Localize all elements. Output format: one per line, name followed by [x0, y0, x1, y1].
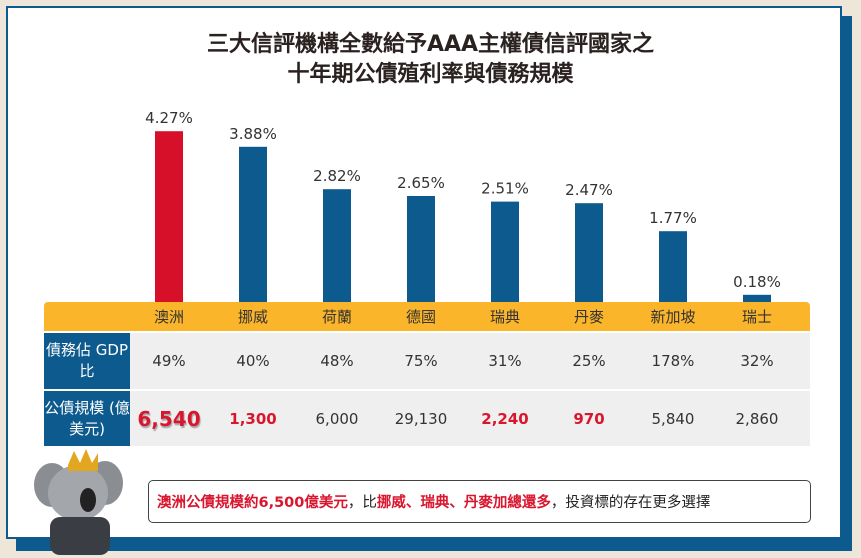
bar-value-label: 3.88% — [229, 125, 277, 143]
chart-title: 三大信評機構全數給予AAA主權債信評國家之 十年期公債殖利率與債務規模 — [0, 30, 861, 90]
bar-value-label: 2.65% — [397, 174, 445, 192]
bar-value-label: 0.18% — [733, 273, 781, 291]
country-label: 荷蘭 — [321, 308, 352, 326]
row-label-bond-size: 公債規模 (億美元) — [44, 391, 130, 446]
bond-size-cell: 6,000 — [315, 409, 359, 428]
bar-0 — [155, 131, 183, 302]
bond-size-row: 公債規模 (億美元) 6,540 1,300 6,000 29,130 2,240 970 5… — [44, 391, 810, 446]
bar-1 — [239, 146, 267, 302]
country-label: 瑞典 — [489, 308, 520, 326]
country-label: 丹麥 — [573, 308, 604, 326]
row-label-debt-gdp: 債務佔 GDP比 — [44, 333, 130, 389]
debt-gdp-cell: 48% — [320, 352, 354, 370]
bond-size-cell: 5,840 — [651, 409, 695, 428]
bond-size-cell: 2,240 — [481, 409, 529, 428]
callout-text-2: ，投資標的存在更多選擇 — [550, 495, 711, 511]
bar-3 — [407, 196, 435, 302]
country-label: 挪威 — [237, 308, 268, 326]
country-label: 德國 — [405, 308, 436, 326]
bond-size-cell: 2,860 — [735, 409, 779, 428]
callout-text-1: ，比 — [347, 495, 377, 511]
callout-box: 澳洲公債規模約6,500億美元 ，比 挪威、瑞典、丹麥加總還多 ，投資標的存在更多選擇 — [148, 480, 811, 523]
debt-gdp-cell: 178% — [651, 352, 695, 370]
bar-value-label: 1.77% — [649, 209, 697, 227]
bar-chart: 4.27% 3.88% 2.82% 2.65% 2.51% 2.47% 1.77% 0.18% — [145, 109, 781, 302]
debt-gdp-row: 債務佔 GDP比 49% 40% 48% 75% 31% 25% 178% 32% — [44, 333, 810, 389]
bar-6 — [659, 231, 687, 302]
bar-value-label: 2.47% — [565, 181, 613, 199]
callout-highlight-2: 挪威、瑞典、丹麥加總還多 — [376, 495, 551, 511]
bond-size-cell: 29,130 — [394, 409, 448, 428]
country-label: 澳洲 — [153, 308, 184, 326]
bar-4 — [491, 201, 519, 302]
bar-7 — [743, 294, 771, 302]
country-label: 瑞士 — [741, 308, 772, 326]
callout-highlight-1: 澳洲公債規模約6,500億美元 — [157, 495, 348, 511]
country-header-row: 澳洲 挪威 荷蘭 德國 瑞典 丹麥 新加坡 瑞士 — [44, 302, 810, 331]
debt-gdp-cell: 32% — [740, 352, 774, 370]
bar-value-label: 2.82% — [313, 167, 361, 185]
bond-size-cell: 6,540 — [137, 406, 201, 431]
bar-value-label: 4.27% — [145, 109, 193, 127]
country-label: 新加坡 — [650, 308, 696, 326]
debt-gdp-cell: 49% — [152, 352, 186, 370]
debt-gdp-cell: 40% — [236, 352, 270, 370]
bond-size-cell: 1,300 — [229, 409, 277, 428]
bond-size-cell: 970 — [573, 409, 605, 428]
bar-value-label: 2.51% — [481, 180, 529, 198]
title-line-2: 十年期公債殖利率與債務規模 — [287, 62, 574, 87]
debt-gdp-cell: 25% — [572, 352, 606, 370]
koala-mascot-icon — [34, 449, 123, 555]
debt-gdp-cell: 31% — [488, 352, 522, 370]
title-line-1: 三大信評機構全數給予AAA主權債信評國家之 — [206, 32, 655, 57]
bar-5 — [575, 203, 603, 302]
bar-2 — [323, 189, 351, 302]
debt-gdp-cell: 75% — [404, 352, 438, 370]
